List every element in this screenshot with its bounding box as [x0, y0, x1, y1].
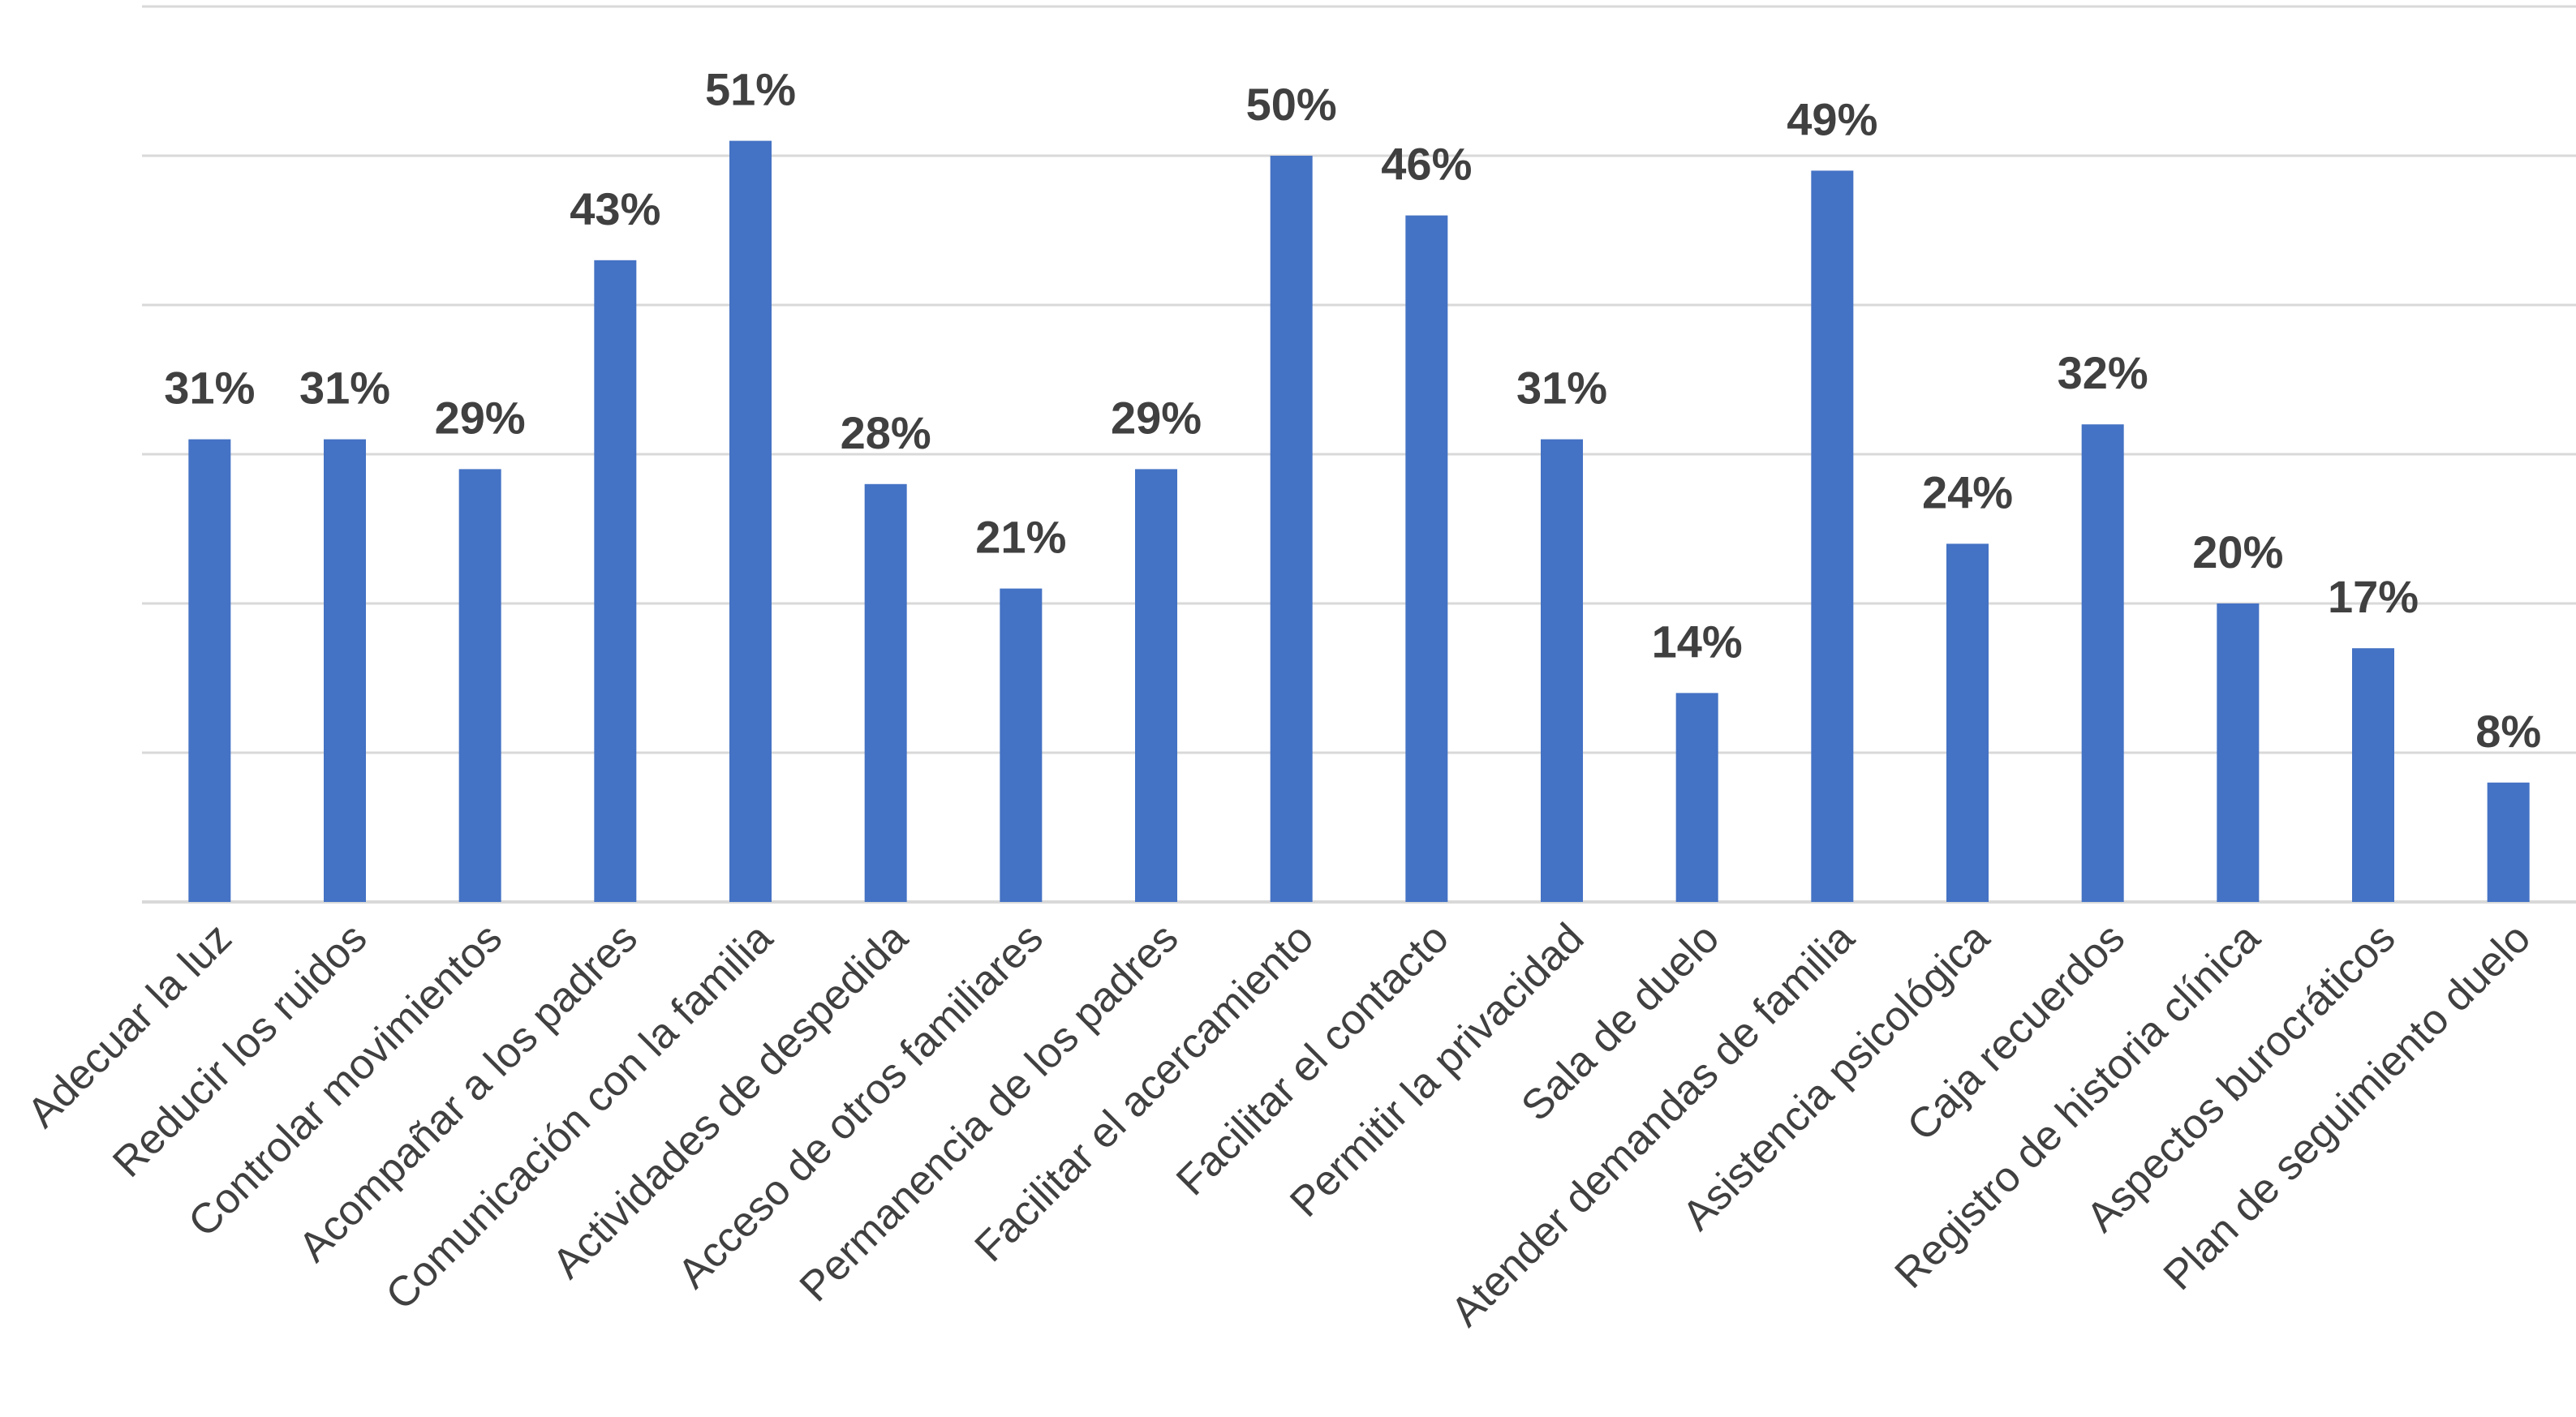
bar — [2487, 782, 2530, 902]
data-label: 31% — [299, 363, 390, 414]
data-label: 29% — [435, 392, 526, 443]
data-label: 32% — [2058, 347, 2148, 398]
bar — [2081, 424, 2124, 902]
data-labels: 31% 31% 29% 43% 51% 28% 21% 29% 50% 46% 31% 14% 49% 2… — [164, 64, 2541, 757]
bars — [188, 140, 2530, 903]
bar — [1405, 215, 1448, 903]
data-label: 51% — [705, 64, 796, 115]
data-label: 8% — [2475, 706, 2541, 757]
data-label: 31% — [1516, 363, 1607, 414]
bar — [594, 260, 637, 902]
bar — [458, 469, 501, 902]
bar — [1675, 693, 1718, 902]
data-label: 43% — [570, 183, 660, 234]
bar — [2352, 648, 2394, 902]
data-label: 31% — [164, 363, 255, 414]
bar — [1135, 469, 1177, 902]
bar — [188, 439, 231, 902]
data-label: 24% — [1922, 466, 2013, 517]
data-label: 29% — [1111, 392, 1202, 443]
data-label: 21% — [975, 512, 1066, 563]
data-label: 14% — [1652, 616, 1743, 667]
data-label: 49% — [1787, 93, 1877, 144]
bar — [864, 483, 907, 902]
gridlines — [142, 5, 2576, 904]
bar — [324, 439, 366, 902]
bar — [1541, 439, 1583, 902]
bar — [729, 140, 772, 903]
data-label: 20% — [2192, 526, 2283, 578]
data-label: 28% — [841, 407, 931, 458]
bar — [1000, 588, 1043, 902]
data-label: 46% — [1381, 139, 1472, 190]
bar — [1270, 156, 1313, 902]
bar — [1811, 170, 1854, 902]
data-label: 50% — [1246, 79, 1337, 130]
data-label: 17% — [2328, 571, 2419, 622]
category-label: Reducir los ruidos — [104, 914, 376, 1186]
bar — [1946, 543, 1989, 902]
bar — [2217, 603, 2260, 902]
